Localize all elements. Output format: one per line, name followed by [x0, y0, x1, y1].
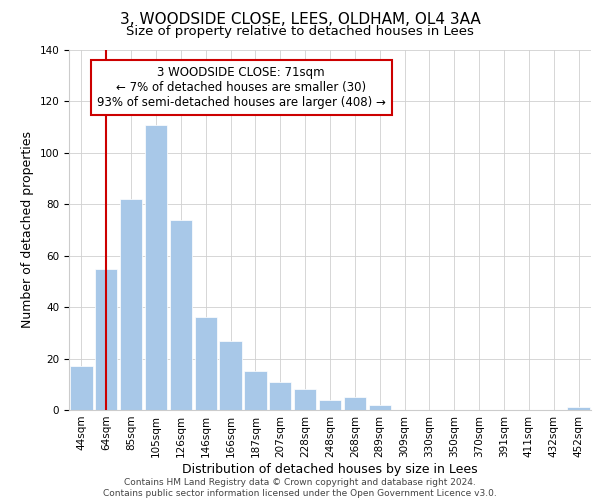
Bar	[194, 318, 217, 410]
Bar	[70, 366, 92, 410]
Text: 3 WOODSIDE CLOSE: 71sqm
← 7% of detached houses are smaller (30)
93% of semi-det: 3 WOODSIDE CLOSE: 71sqm ← 7% of detached…	[97, 66, 386, 109]
Bar	[368, 405, 391, 410]
Text: 3, WOODSIDE CLOSE, LEES, OLDHAM, OL4 3AA: 3, WOODSIDE CLOSE, LEES, OLDHAM, OL4 3AA	[119, 12, 481, 28]
Bar	[244, 372, 266, 410]
Y-axis label: Number of detached properties: Number of detached properties	[21, 132, 34, 328]
Text: Contains HM Land Registry data © Crown copyright and database right 2024.
Contai: Contains HM Land Registry data © Crown c…	[103, 478, 497, 498]
Bar	[344, 397, 366, 410]
Bar	[319, 400, 341, 410]
Bar	[220, 340, 242, 410]
Bar	[269, 382, 292, 410]
Bar	[145, 124, 167, 410]
Bar	[294, 390, 316, 410]
Bar	[568, 408, 590, 410]
Text: Size of property relative to detached houses in Lees: Size of property relative to detached ho…	[126, 25, 474, 38]
Bar	[170, 220, 192, 410]
Bar	[120, 199, 142, 410]
Bar	[95, 268, 118, 410]
X-axis label: Distribution of detached houses by size in Lees: Distribution of detached houses by size …	[182, 462, 478, 475]
